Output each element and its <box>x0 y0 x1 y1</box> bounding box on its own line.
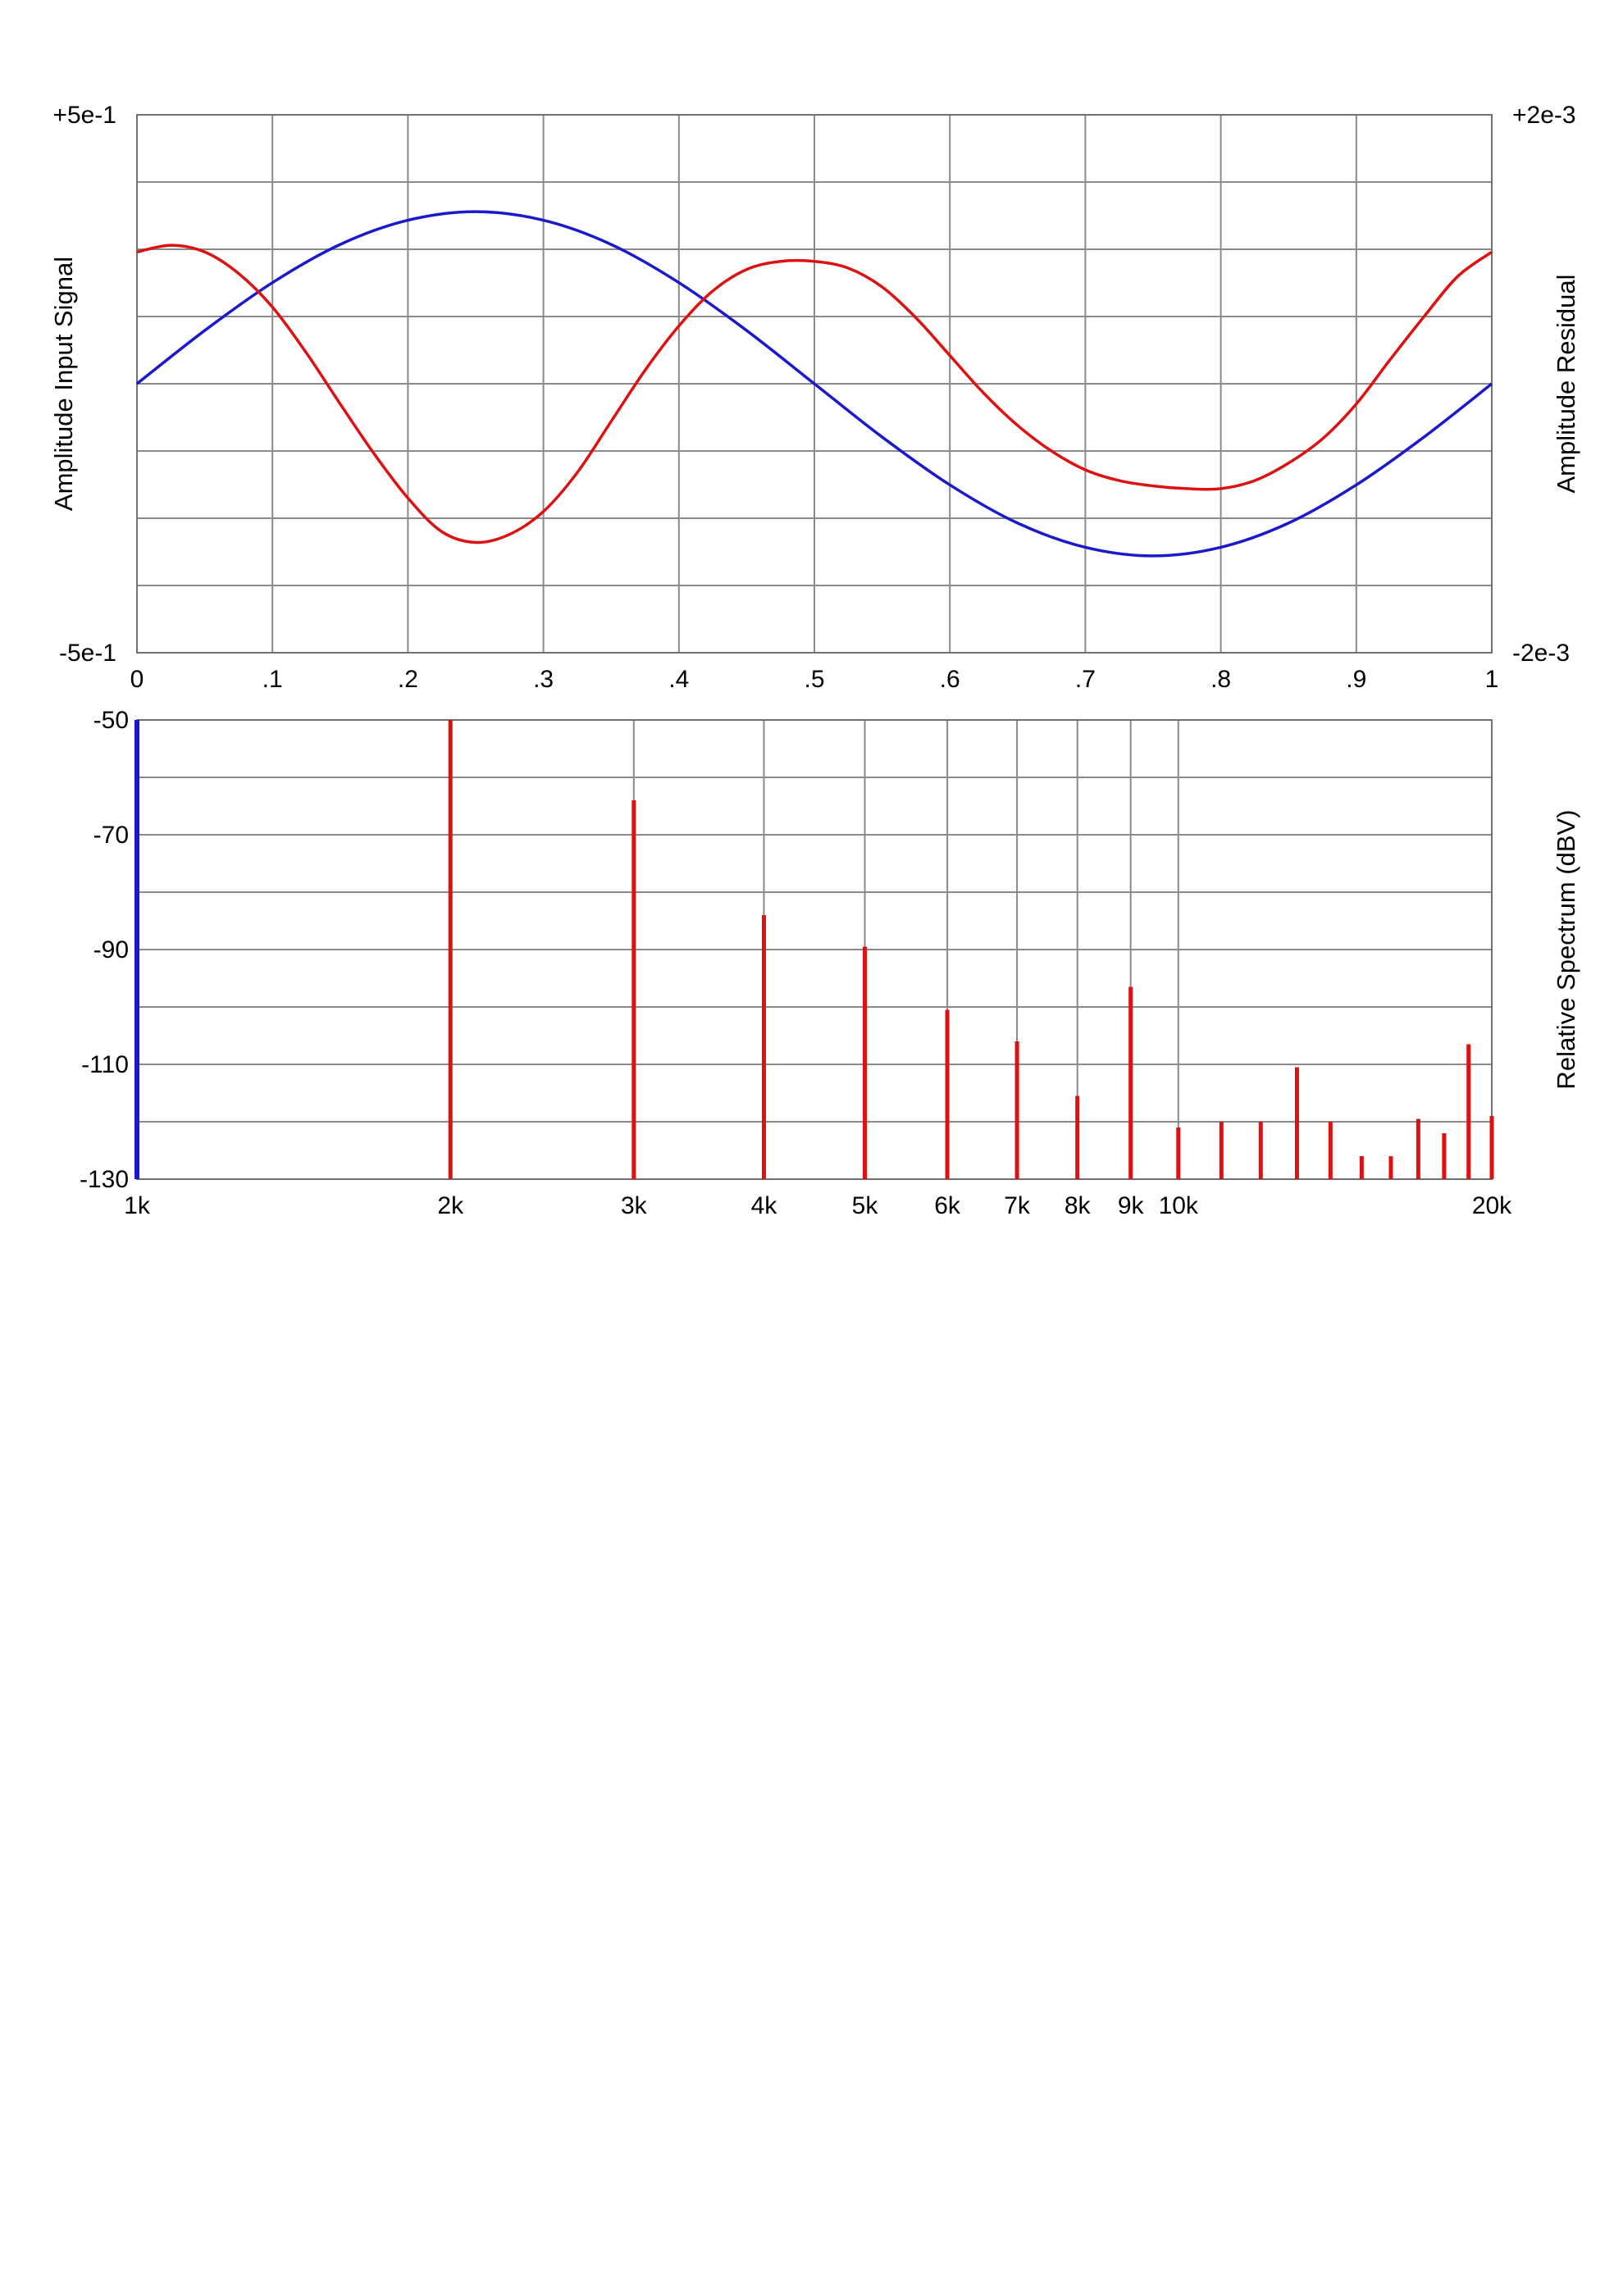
spectrum-grid <box>137 720 1492 1179</box>
left-y-max-label: +5e-1 <box>52 102 116 129</box>
waveform-x-tick-label: .2 <box>398 666 418 693</box>
spectrum-x-tick-label: 7k <box>1004 1192 1031 1219</box>
spectrum-x-tick-label: 2k <box>437 1192 464 1219</box>
waveform-x-tick-label: 1 <box>1485 666 1499 693</box>
spectrum-y-tick-label: -90 <box>93 936 129 963</box>
spectrum-x-tick-labels: 1k 2k 3k 4k 5k 6k 7k 8k 9k 10k 20k <box>124 1192 1512 1219</box>
spectrum-x-tick-label: 3k <box>621 1192 648 1219</box>
spectrum-x-tick-label: 20k <box>1472 1192 1512 1219</box>
waveform-x-tick-label: .7 <box>1075 666 1096 693</box>
spectrum-y-tick-labels: -50 -70 -90 -110 -130 <box>80 707 129 1193</box>
waveform-x-tick-label: .5 <box>804 666 824 693</box>
waveform-x-tick-label: .1 <box>262 666 283 693</box>
spectrum-chart: -50 -70 -90 -110 -130 1k 2k 3k 4k 5k 6k 7k 8k 9k 10k 2… <box>80 707 1580 1219</box>
spectrum-x-tick-label: 4k <box>751 1192 778 1219</box>
waveform-chart: 0 .1 .2 .3 .4 .5 .6 .7 .8 .9 1 +5e-1 -5e-1 +2e-3 -… <box>49 102 1580 693</box>
right-y-min-label: -2e-3 <box>1512 640 1570 667</box>
spectrum-y-tick-label: -130 <box>80 1166 129 1193</box>
left-y-min-label: -5e-1 <box>59 640 116 667</box>
spectrum-y-tick-label: -50 <box>93 707 129 734</box>
waveform-x-tick-label: .9 <box>1346 666 1366 693</box>
spectrum-x-tick-label: 9k <box>1118 1192 1145 1219</box>
spectrum-y-tick-label: -70 <box>93 822 129 849</box>
waveform-x-tick-labels: 0 .1 .2 .3 .4 .5 .6 .7 .8 .9 1 <box>130 666 1499 693</box>
waveform-x-tick-label: .4 <box>668 666 689 693</box>
spectrum-x-tick-label: 1k <box>124 1192 151 1219</box>
spectrum-y-axis-label: Relative Spectrum (dBV) <box>1552 809 1580 1089</box>
waveform-x-tick-label: .6 <box>940 666 960 693</box>
waveform-x-tick-label: 0 <box>130 666 144 693</box>
waveform-x-tick-label: .3 <box>533 666 554 693</box>
input-signal-line <box>135 210 1493 558</box>
waveform-x-tick-label: .8 <box>1210 666 1231 693</box>
spectrum-y-tick-label: -110 <box>81 1051 129 1078</box>
harmonic-bars <box>448 720 1494 1179</box>
left-y-axis-label: Amplitude Input Signal <box>49 257 78 511</box>
spectrum-x-tick-label: 5k <box>852 1192 879 1219</box>
spectrum-x-tick-label: 10k <box>1159 1192 1199 1219</box>
right-y-axis-label: Amplitude Residual <box>1552 274 1580 493</box>
spectrum-x-tick-label: 8k <box>1065 1192 1092 1219</box>
residual-line <box>136 244 1493 544</box>
spectrum-x-tick-label: 6k <box>934 1192 961 1219</box>
right-y-max-label: +2e-3 <box>1512 102 1576 129</box>
